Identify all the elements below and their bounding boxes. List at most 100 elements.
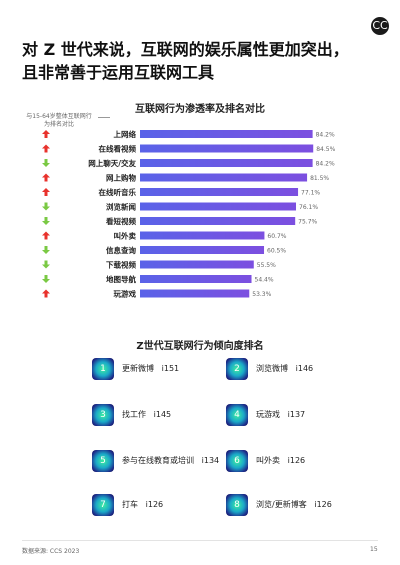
bar-value-label: 55.5% xyxy=(257,262,276,269)
page-number: 15 xyxy=(370,546,378,553)
ranking-title: Z世代互联网行为倾向度排名 xyxy=(136,341,264,352)
data-source: 数据来源: CCS 2023 xyxy=(22,548,80,555)
gradient-badge-icon xyxy=(226,358,248,380)
footer-divider xyxy=(22,540,378,541)
bar-value-label: 76.1% xyxy=(299,204,318,211)
ranking-behavior: 浏览/更新博客 xyxy=(256,500,307,509)
legend-note: 与15-64岁整体互联网行为排名对比 xyxy=(26,113,92,128)
ranking-item: 7 打车 i126 xyxy=(92,494,257,524)
ranking-label: 叫外卖 i126 xyxy=(256,455,305,466)
bar-value-label: 84.5% xyxy=(316,146,335,153)
ranking-label: 玩游戏 i137 xyxy=(256,409,305,420)
ranking-label: 浏览/更新博客 i126 xyxy=(256,499,332,510)
bar xyxy=(140,260,254,269)
rank-up-arrow-icon xyxy=(42,130,50,138)
bar xyxy=(140,202,297,211)
bar-category-label: 网上购物 xyxy=(106,173,136,183)
bar xyxy=(140,231,265,240)
ranking-score: i126 xyxy=(145,500,164,509)
rank-up-arrow-icon xyxy=(42,188,50,196)
bar-category-label: 玩游戏 xyxy=(114,289,137,299)
brand-logo-icon: CC xyxy=(371,17,389,35)
bar xyxy=(140,217,296,225)
bar-category-label: 上网络 xyxy=(114,129,137,139)
bar-category-label: 网上聊天/交友 xyxy=(88,158,136,168)
bar xyxy=(140,275,252,283)
bar-value-label: 60.5% xyxy=(267,248,286,255)
bar-value-label: 81.5% xyxy=(310,175,329,182)
ranking-label: 参与在线教育或培训 i134 xyxy=(122,455,219,466)
rank-down-arrow-icon xyxy=(42,275,50,283)
ranking-item: 4 玩游戏 i137 xyxy=(226,404,391,434)
ranking-score: i146 xyxy=(295,364,314,373)
ranking-number: 3 xyxy=(100,410,106,420)
ranking-number: 2 xyxy=(234,364,240,374)
ranking-number: 5 xyxy=(100,456,106,466)
rank-up-arrow-icon xyxy=(42,231,50,240)
ranking-behavior: 打车 xyxy=(122,500,138,509)
bar-category-label: 在线看视频 xyxy=(99,144,137,154)
bar-category-label: 在线听音乐 xyxy=(99,187,137,197)
bar xyxy=(140,130,313,138)
ranking-score: i151 xyxy=(161,364,180,373)
bar xyxy=(140,144,314,153)
bar xyxy=(140,246,265,254)
ranking-item: 5 参与在线教育或培训 i134 xyxy=(92,450,257,480)
rank-down-arrow-icon xyxy=(42,217,50,225)
bar-category-label: 浏览新闻 xyxy=(106,202,136,212)
ranking-score: i145 xyxy=(153,410,172,419)
bar-category-label: 看短视频 xyxy=(105,216,136,226)
rank-up-arrow-icon xyxy=(42,289,50,298)
ranking-behavior: 玩游戏 xyxy=(256,410,280,419)
bar-value-label: 60.7% xyxy=(267,233,286,240)
ranking-label: 打车 i126 xyxy=(122,499,163,510)
ranking-score: i137 xyxy=(287,410,306,419)
rank-down-arrow-icon xyxy=(42,246,50,254)
bar-value-label: 77.1% xyxy=(301,190,320,197)
gradient-badge-icon xyxy=(226,494,248,516)
ranking-score: i126 xyxy=(287,456,306,465)
bar-category-label: 下载视频 xyxy=(106,260,136,270)
ranking-score: i134 xyxy=(201,456,220,465)
bar-value-label: 75.7% xyxy=(298,219,317,226)
ranking-number: 7 xyxy=(100,500,106,510)
ranking-number: 4 xyxy=(234,410,240,420)
ranking-item: 3 找工作 i145 xyxy=(92,404,257,434)
bar xyxy=(140,159,313,167)
gradient-badge-icon xyxy=(92,494,114,516)
gradient-badge-icon xyxy=(226,404,248,426)
bar xyxy=(140,173,308,182)
bar-category-label: 地图导航 xyxy=(106,274,136,284)
gradient-badge-icon xyxy=(92,450,114,472)
ranking-behavior: 叫外卖 xyxy=(256,456,280,465)
rank-down-arrow-icon xyxy=(42,260,50,269)
gradient-badge-icon xyxy=(92,358,114,380)
ranking-score: i126 xyxy=(314,500,332,509)
ranking-behavior: 参与在线教育或培训 xyxy=(122,456,194,465)
legend-connector xyxy=(98,117,110,118)
bar xyxy=(140,289,250,298)
gradient-badge-icon xyxy=(92,404,114,426)
ranking-behavior: 浏览微博 xyxy=(256,364,288,373)
chart-title: 互联网行为渗透率及排名对比 xyxy=(135,104,265,115)
ranking-label: 更新微博 i151 xyxy=(122,363,179,374)
bar-value-label: 84.2% xyxy=(316,132,335,139)
bar-category-label: 信息查询 xyxy=(106,245,136,255)
ranking-behavior: 更新微博 xyxy=(122,364,154,373)
bar xyxy=(140,188,299,196)
ranking-label: 找工作 i145 xyxy=(122,409,171,420)
ranking-number: 8 xyxy=(234,500,240,510)
ranking-item: 2 浏览微博 i146 xyxy=(226,358,391,388)
page-title-line-1: 对 Z 世代来说，互联网的娱乐属性更加突出， xyxy=(22,40,349,59)
ranking-number: 1 xyxy=(100,364,106,374)
ranking-number: 6 xyxy=(234,456,240,466)
page-title: 对 Z 世代来说，互联网的娱乐属性更加突出， 且非常善于运用互联网工具 xyxy=(22,38,352,84)
ranking-behavior: 找工作 xyxy=(122,410,146,419)
ranking-label: 浏览微博 i146 xyxy=(256,363,313,374)
ranking-item: 1 更新微博 i151 xyxy=(92,358,257,388)
bar-value-label: 53.3% xyxy=(252,291,271,298)
bar-category-label: 叫外卖 xyxy=(114,231,137,241)
rank-up-arrow-icon xyxy=(42,173,50,182)
rank-down-arrow-icon xyxy=(42,202,50,211)
ranking-item: 6 叫外卖 i126 xyxy=(226,450,391,480)
